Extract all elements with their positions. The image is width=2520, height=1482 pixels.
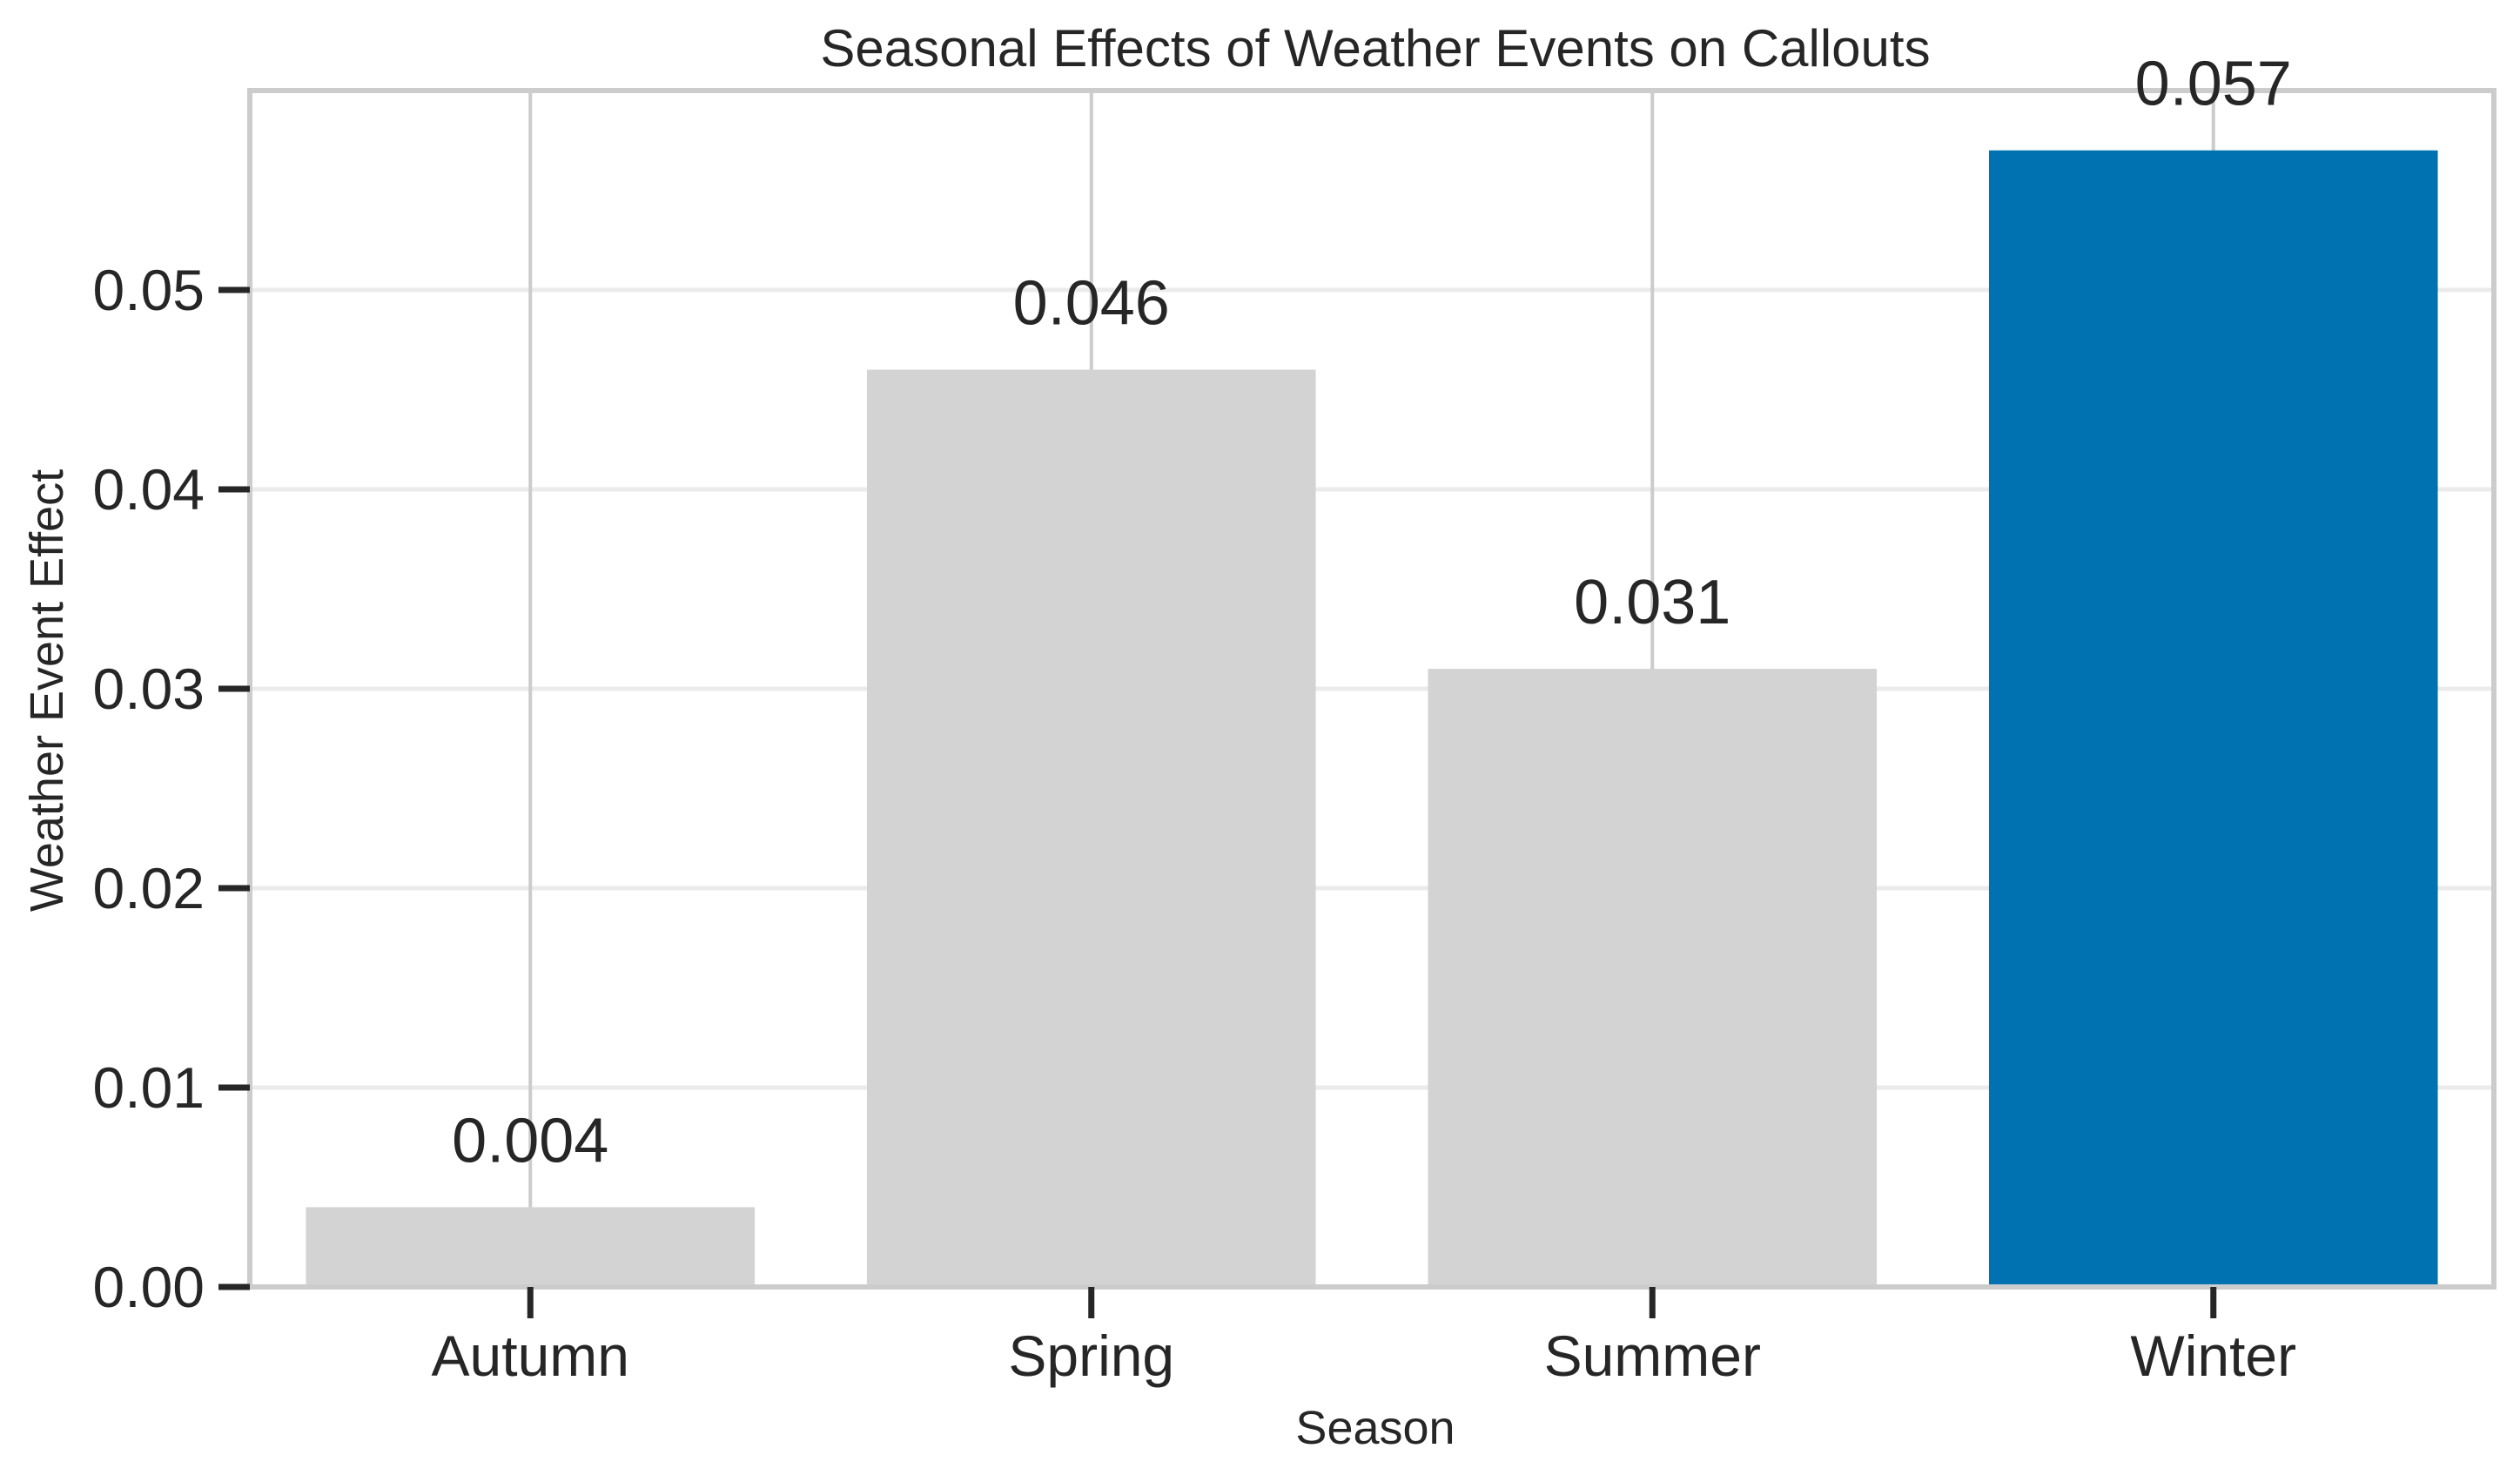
- y-tick-label: 0.02: [93, 856, 205, 920]
- data-label: 0.057: [2135, 50, 2292, 119]
- bar-autumn: [306, 1207, 756, 1287]
- y-tick-label: 0.01: [93, 1055, 205, 1120]
- x-tick-label: Winter: [2130, 1324, 2296, 1388]
- y-tick-label: 0.03: [93, 657, 205, 721]
- data-label: 0.031: [1574, 568, 1730, 637]
- y-tick-label: 0.05: [93, 258, 205, 322]
- data-label: 0.046: [1013, 269, 1170, 339]
- bar-spring: [866, 369, 1316, 1288]
- bars: [306, 150, 2438, 1288]
- y-tick-label: 0.00: [93, 1255, 205, 1319]
- bar-winter: [1988, 150, 2438, 1288]
- y-tick-label: 0.04: [93, 457, 205, 522]
- x-tick-label: Spring: [1008, 1324, 1174, 1388]
- chart-title: Seasonal Effects of Weather Events on Ca…: [820, 19, 1930, 77]
- y-axis-label: Weather Event Effect: [21, 469, 73, 912]
- x-axis-label: Season: [1295, 1402, 1455, 1454]
- axis-ticks: 0.00 0.01 0.02 0.03 0.04 0.05 Autumn Spring Summ…: [93, 258, 2297, 1388]
- x-tick-label: Summer: [1544, 1324, 1761, 1388]
- x-tick-label: Autumn: [432, 1324, 629, 1388]
- data-labels: 0.004 0.046 0.031 0.057: [452, 50, 2292, 1176]
- data-label: 0.004: [452, 1106, 608, 1175]
- bar-summer: [1428, 669, 1878, 1287]
